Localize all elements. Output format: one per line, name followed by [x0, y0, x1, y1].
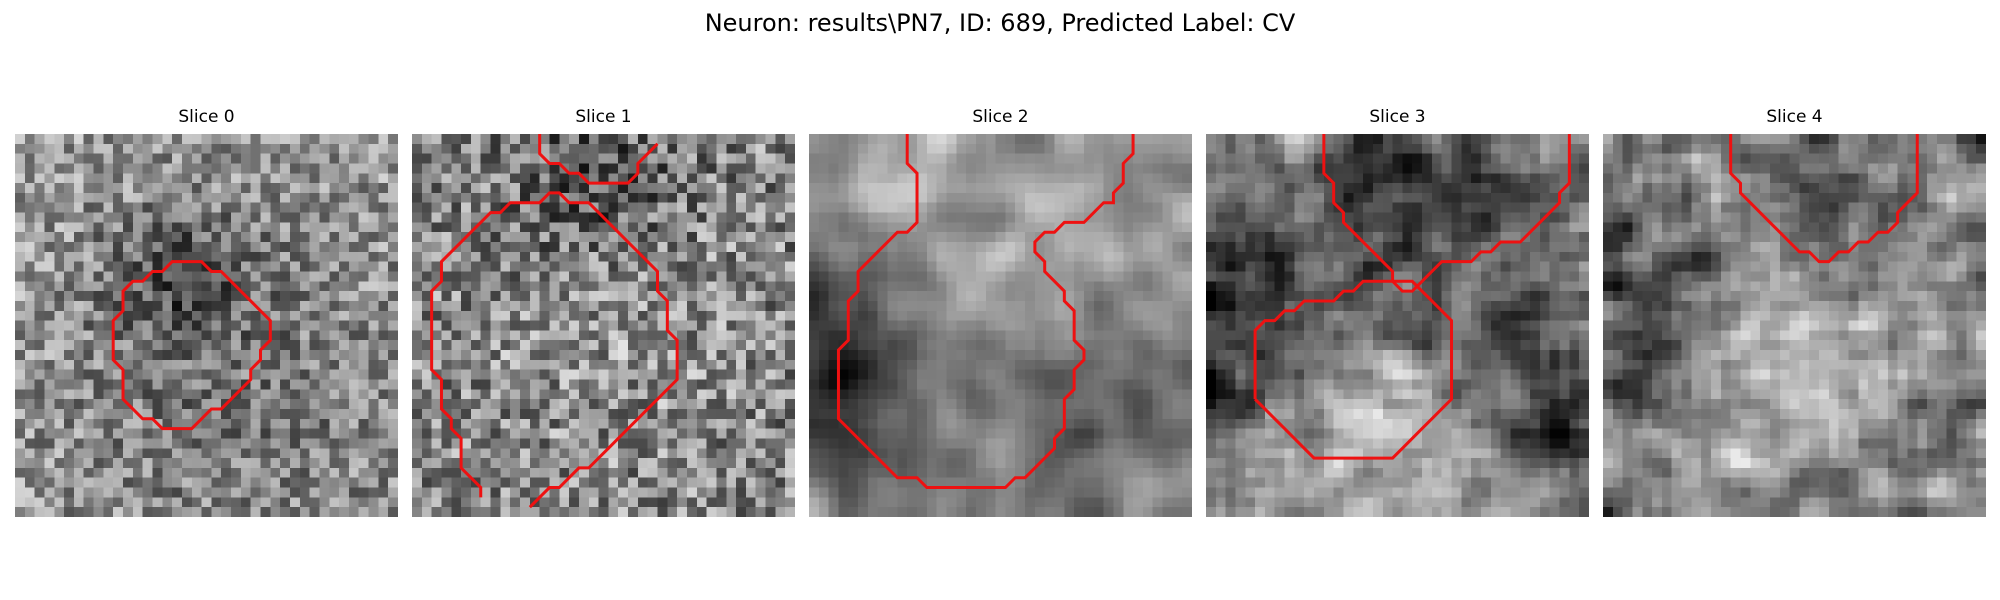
slice-4-image [1603, 134, 1986, 517]
slice-0-panel [15, 134, 398, 517]
slice-4-panel [1603, 134, 1986, 517]
slice-1-title: Slice 1 [575, 107, 632, 127]
slice-2-contour-0 [838, 134, 1133, 488]
slice-2-contour-overlay [809, 134, 1192, 517]
slice-2-panel [809, 134, 1192, 517]
slice-3-title: Slice 3 [1369, 107, 1426, 127]
slice-4-contour-overlay [1603, 134, 1986, 517]
slice-1-contour-0 [432, 193, 678, 507]
slice-3-panel [1206, 134, 1589, 517]
slice-0-title: Slice 0 [178, 107, 235, 127]
slice-4-contour-0 [1731, 134, 1918, 262]
slice-2-title: Slice 2 [972, 107, 1029, 127]
slice-4-title: Slice 4 [1766, 107, 1823, 127]
figure-title: Neuron: results\PN7, ID: 689, Predicted … [704, 9, 1296, 37]
slice-1-panel [412, 134, 795, 517]
slice-1-contour-overlay [412, 134, 795, 517]
slice-1-contour-1 [540, 134, 658, 183]
slice-3-contour-1 [1255, 281, 1451, 458]
slice-3-contour-overlay [1206, 134, 1589, 517]
slice-0-image [15, 134, 398, 517]
slice-0-contour-overlay [15, 134, 398, 517]
slice-0-contour-0 [113, 262, 270, 429]
slice-3-contour-0 [1324, 134, 1570, 291]
